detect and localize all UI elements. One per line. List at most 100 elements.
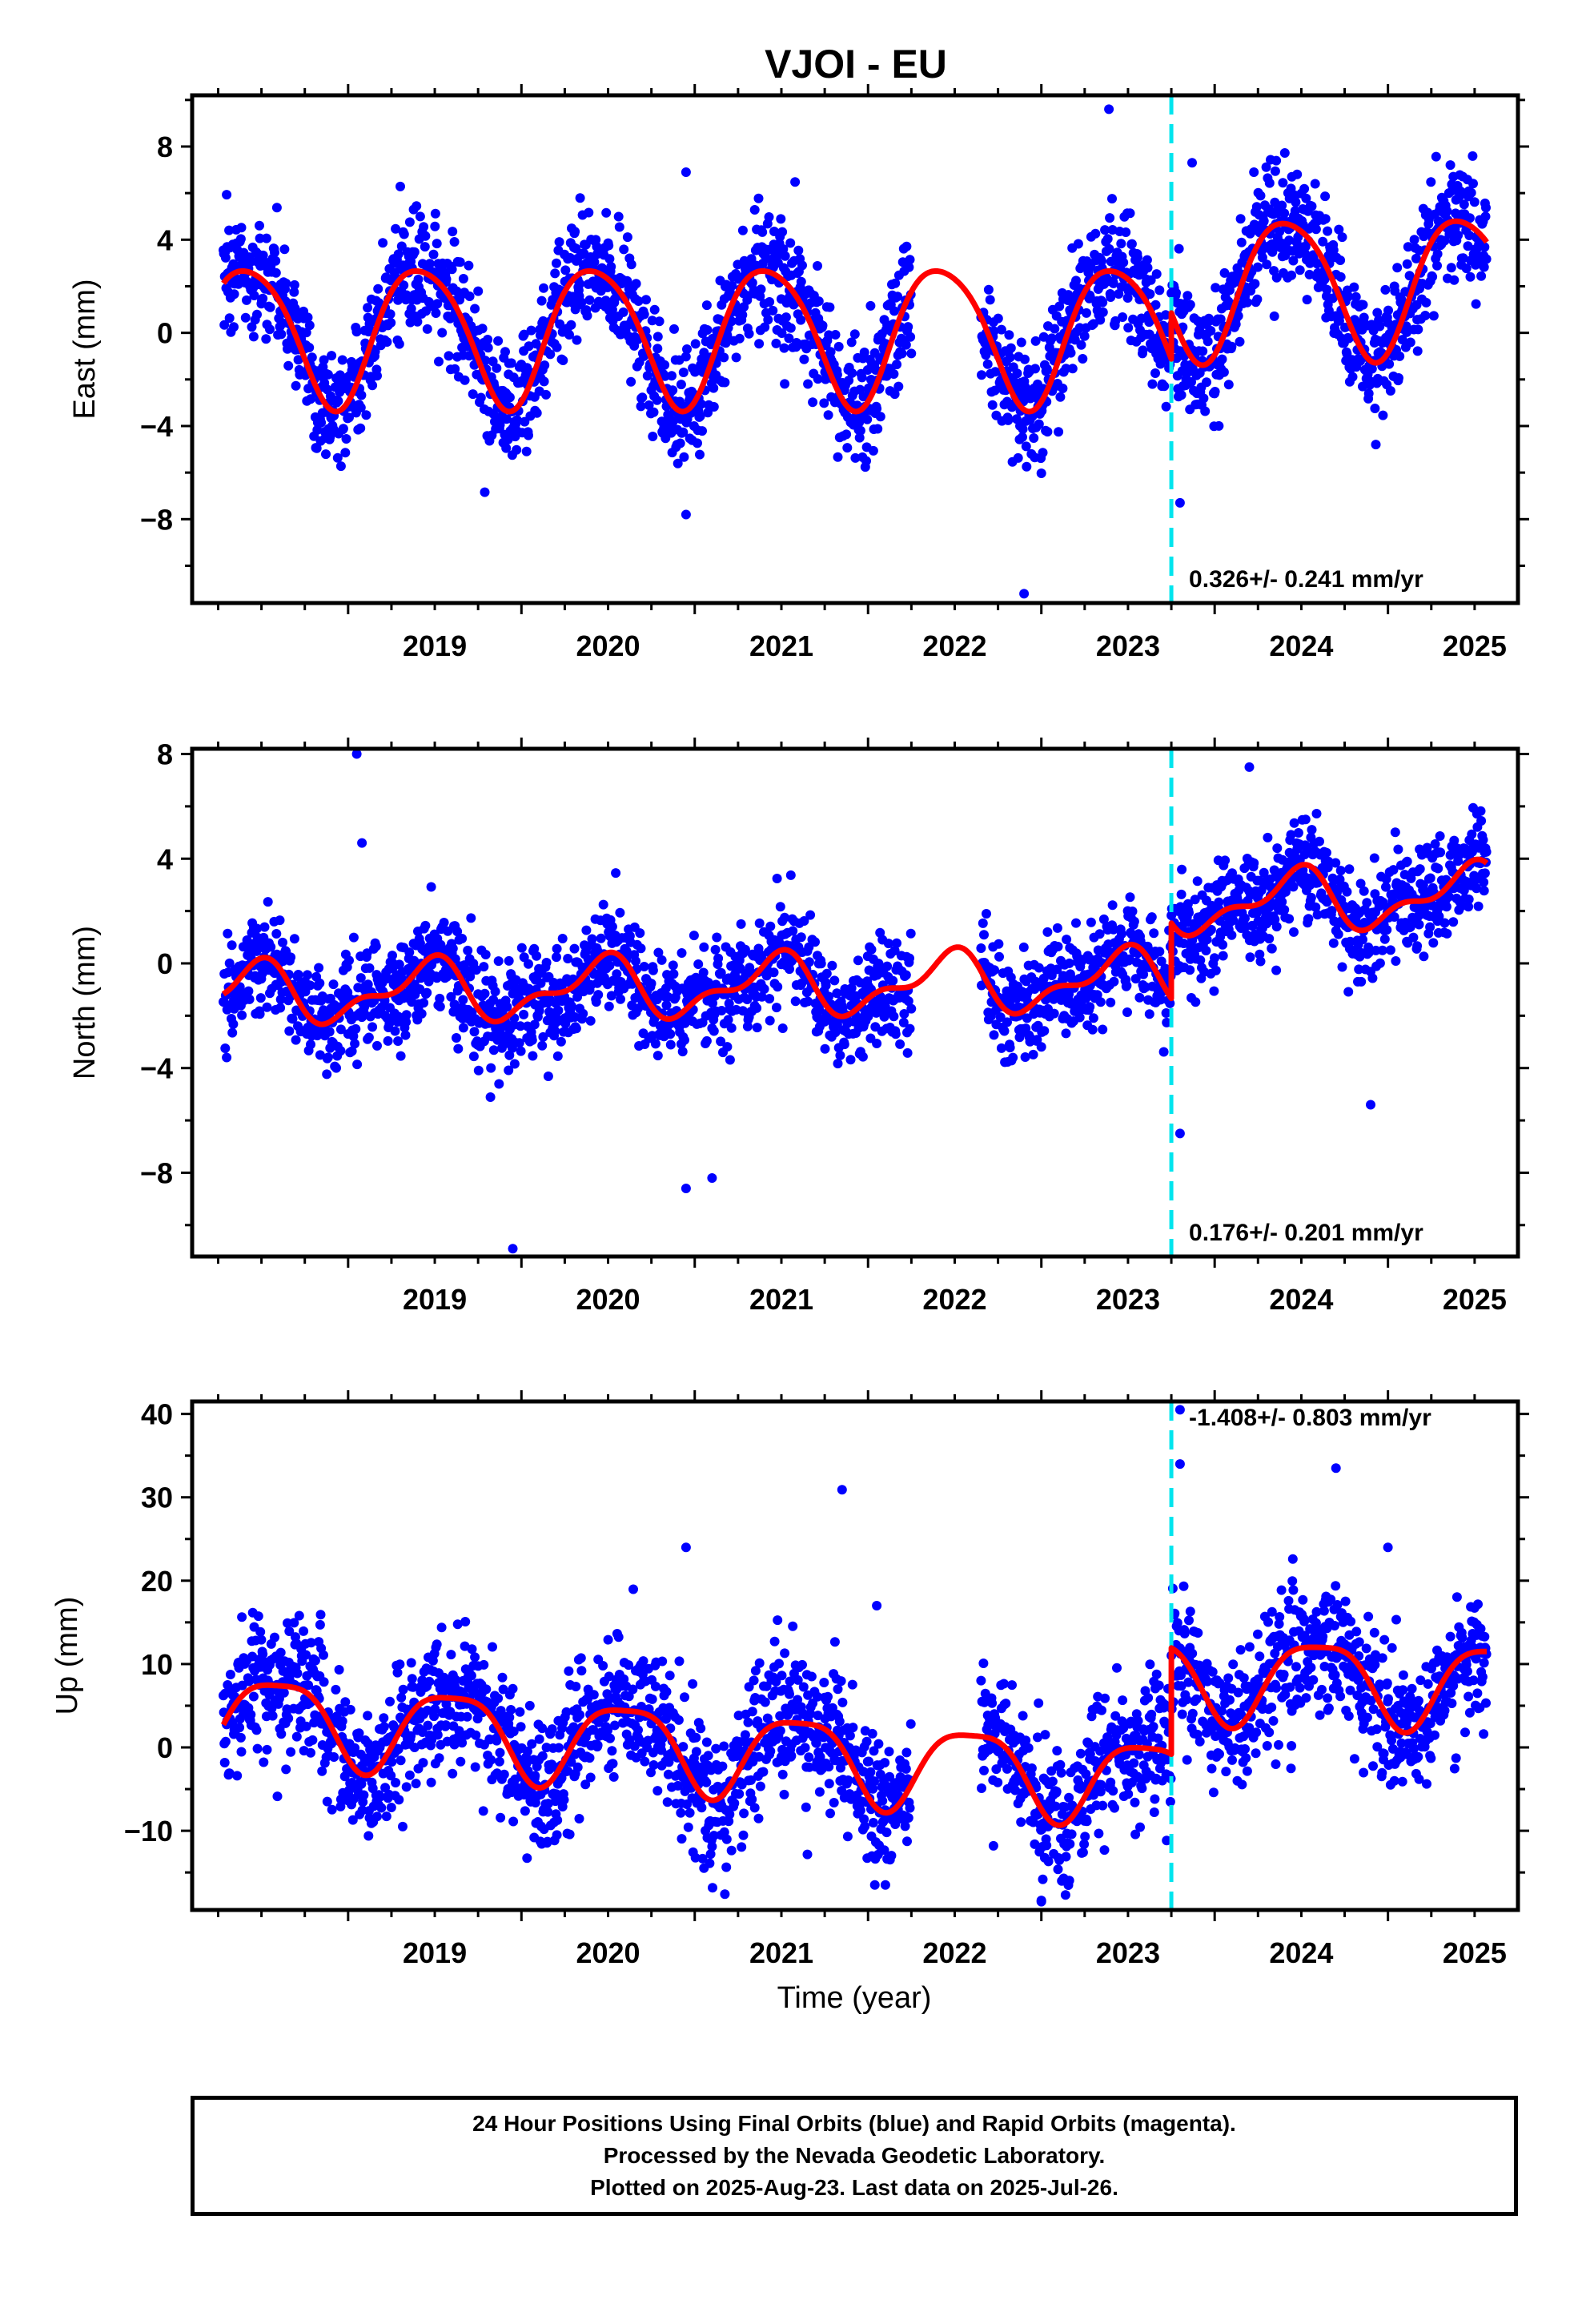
data-point (744, 328, 754, 339)
rate-annotation: 0.326+/- 0.241 mm/yr (1189, 566, 1423, 593)
data-point (283, 360, 294, 371)
data-point (701, 300, 712, 311)
data-point (1369, 853, 1379, 863)
data-point (631, 279, 641, 289)
data-point (406, 304, 416, 314)
data-point (1413, 324, 1423, 335)
data-point (790, 996, 801, 1007)
data-point (524, 983, 534, 994)
data-point (1478, 834, 1488, 845)
data-point (341, 434, 351, 444)
data-point (1267, 943, 1277, 954)
data-point (229, 322, 239, 332)
data-point (1334, 316, 1344, 326)
data-point (1255, 956, 1266, 967)
x-tick-label: 2023 (1096, 1283, 1160, 1316)
data-point (771, 338, 781, 348)
y-tick-label: 0 (157, 317, 173, 350)
data-point (1219, 267, 1230, 278)
data-point (695, 449, 705, 460)
data-point (324, 1027, 335, 1037)
data-point (1384, 359, 1395, 369)
data-point (607, 922, 617, 932)
data-point (305, 980, 315, 991)
data-point (1200, 406, 1211, 416)
data-point (1102, 234, 1113, 244)
x-tick-label: 2021 (749, 1283, 813, 1316)
data-point (236, 223, 247, 233)
data-point (830, 330, 841, 340)
data-point (1161, 310, 1170, 320)
data-point (736, 919, 746, 929)
outlier-point (1174, 1128, 1185, 1139)
data-point (636, 401, 646, 412)
data-point (889, 369, 899, 379)
data-point (740, 944, 750, 955)
data-point (1013, 452, 1023, 463)
data-point (555, 319, 565, 329)
y-tick-label: −8 (140, 503, 173, 536)
data-point (1061, 1028, 1071, 1039)
data-point (611, 868, 621, 879)
data-point (749, 205, 760, 215)
data-point (1264, 178, 1275, 188)
data-point (847, 368, 857, 378)
data-point (1481, 254, 1492, 264)
data-point (516, 1046, 526, 1056)
data-point (1236, 237, 1247, 247)
data-point (480, 356, 491, 366)
data-point (633, 296, 644, 306)
data-point (821, 374, 831, 384)
data-point (606, 991, 616, 1001)
data-point (819, 398, 829, 408)
data-point (315, 978, 325, 988)
data-point (1270, 166, 1280, 176)
data-point (251, 1725, 262, 1735)
data-point (526, 325, 536, 336)
data-point (572, 335, 582, 345)
data-point (1052, 923, 1062, 933)
data-point (521, 446, 532, 456)
data-point (1394, 373, 1403, 383)
data-point (340, 448, 351, 458)
data-point (761, 253, 772, 263)
data-point (1255, 191, 1266, 201)
data-point (1214, 420, 1224, 431)
data-point (327, 351, 337, 361)
data-point (725, 1055, 735, 1065)
data-point (355, 973, 366, 983)
data-point (905, 953, 914, 963)
data-point (677, 948, 687, 958)
data-point (1088, 1013, 1098, 1023)
data-point (1303, 914, 1314, 924)
data-point (1078, 354, 1088, 364)
data-point (284, 1026, 295, 1036)
data-point (1151, 269, 1162, 279)
data-point (1249, 167, 1259, 177)
data-point (1453, 230, 1464, 240)
data-point (1347, 372, 1358, 382)
data-point (1473, 901, 1484, 911)
data-point (1439, 235, 1450, 246)
data-point (866, 944, 877, 955)
data-point (1223, 380, 1234, 390)
data-point (335, 461, 346, 472)
panel-3: 2019 2020 2021 2022 2023 2024 2025403020100−10… (50, 1390, 1529, 1969)
data-point (1272, 843, 1283, 854)
data-point (901, 241, 912, 251)
data-point (648, 965, 658, 975)
data-point (635, 928, 645, 939)
data-point (1149, 928, 1159, 939)
data-point (1269, 311, 1279, 321)
data-point (614, 222, 624, 232)
data-point (1479, 877, 1489, 887)
outlier-point (1104, 104, 1114, 115)
data-point (312, 424, 323, 435)
data-point (452, 927, 463, 937)
data-point (1042, 927, 1053, 937)
data-point (1218, 939, 1228, 950)
data-point (1100, 225, 1110, 235)
data-point (604, 1001, 614, 1011)
data-point (661, 1000, 672, 1011)
data-point (552, 1051, 563, 1061)
